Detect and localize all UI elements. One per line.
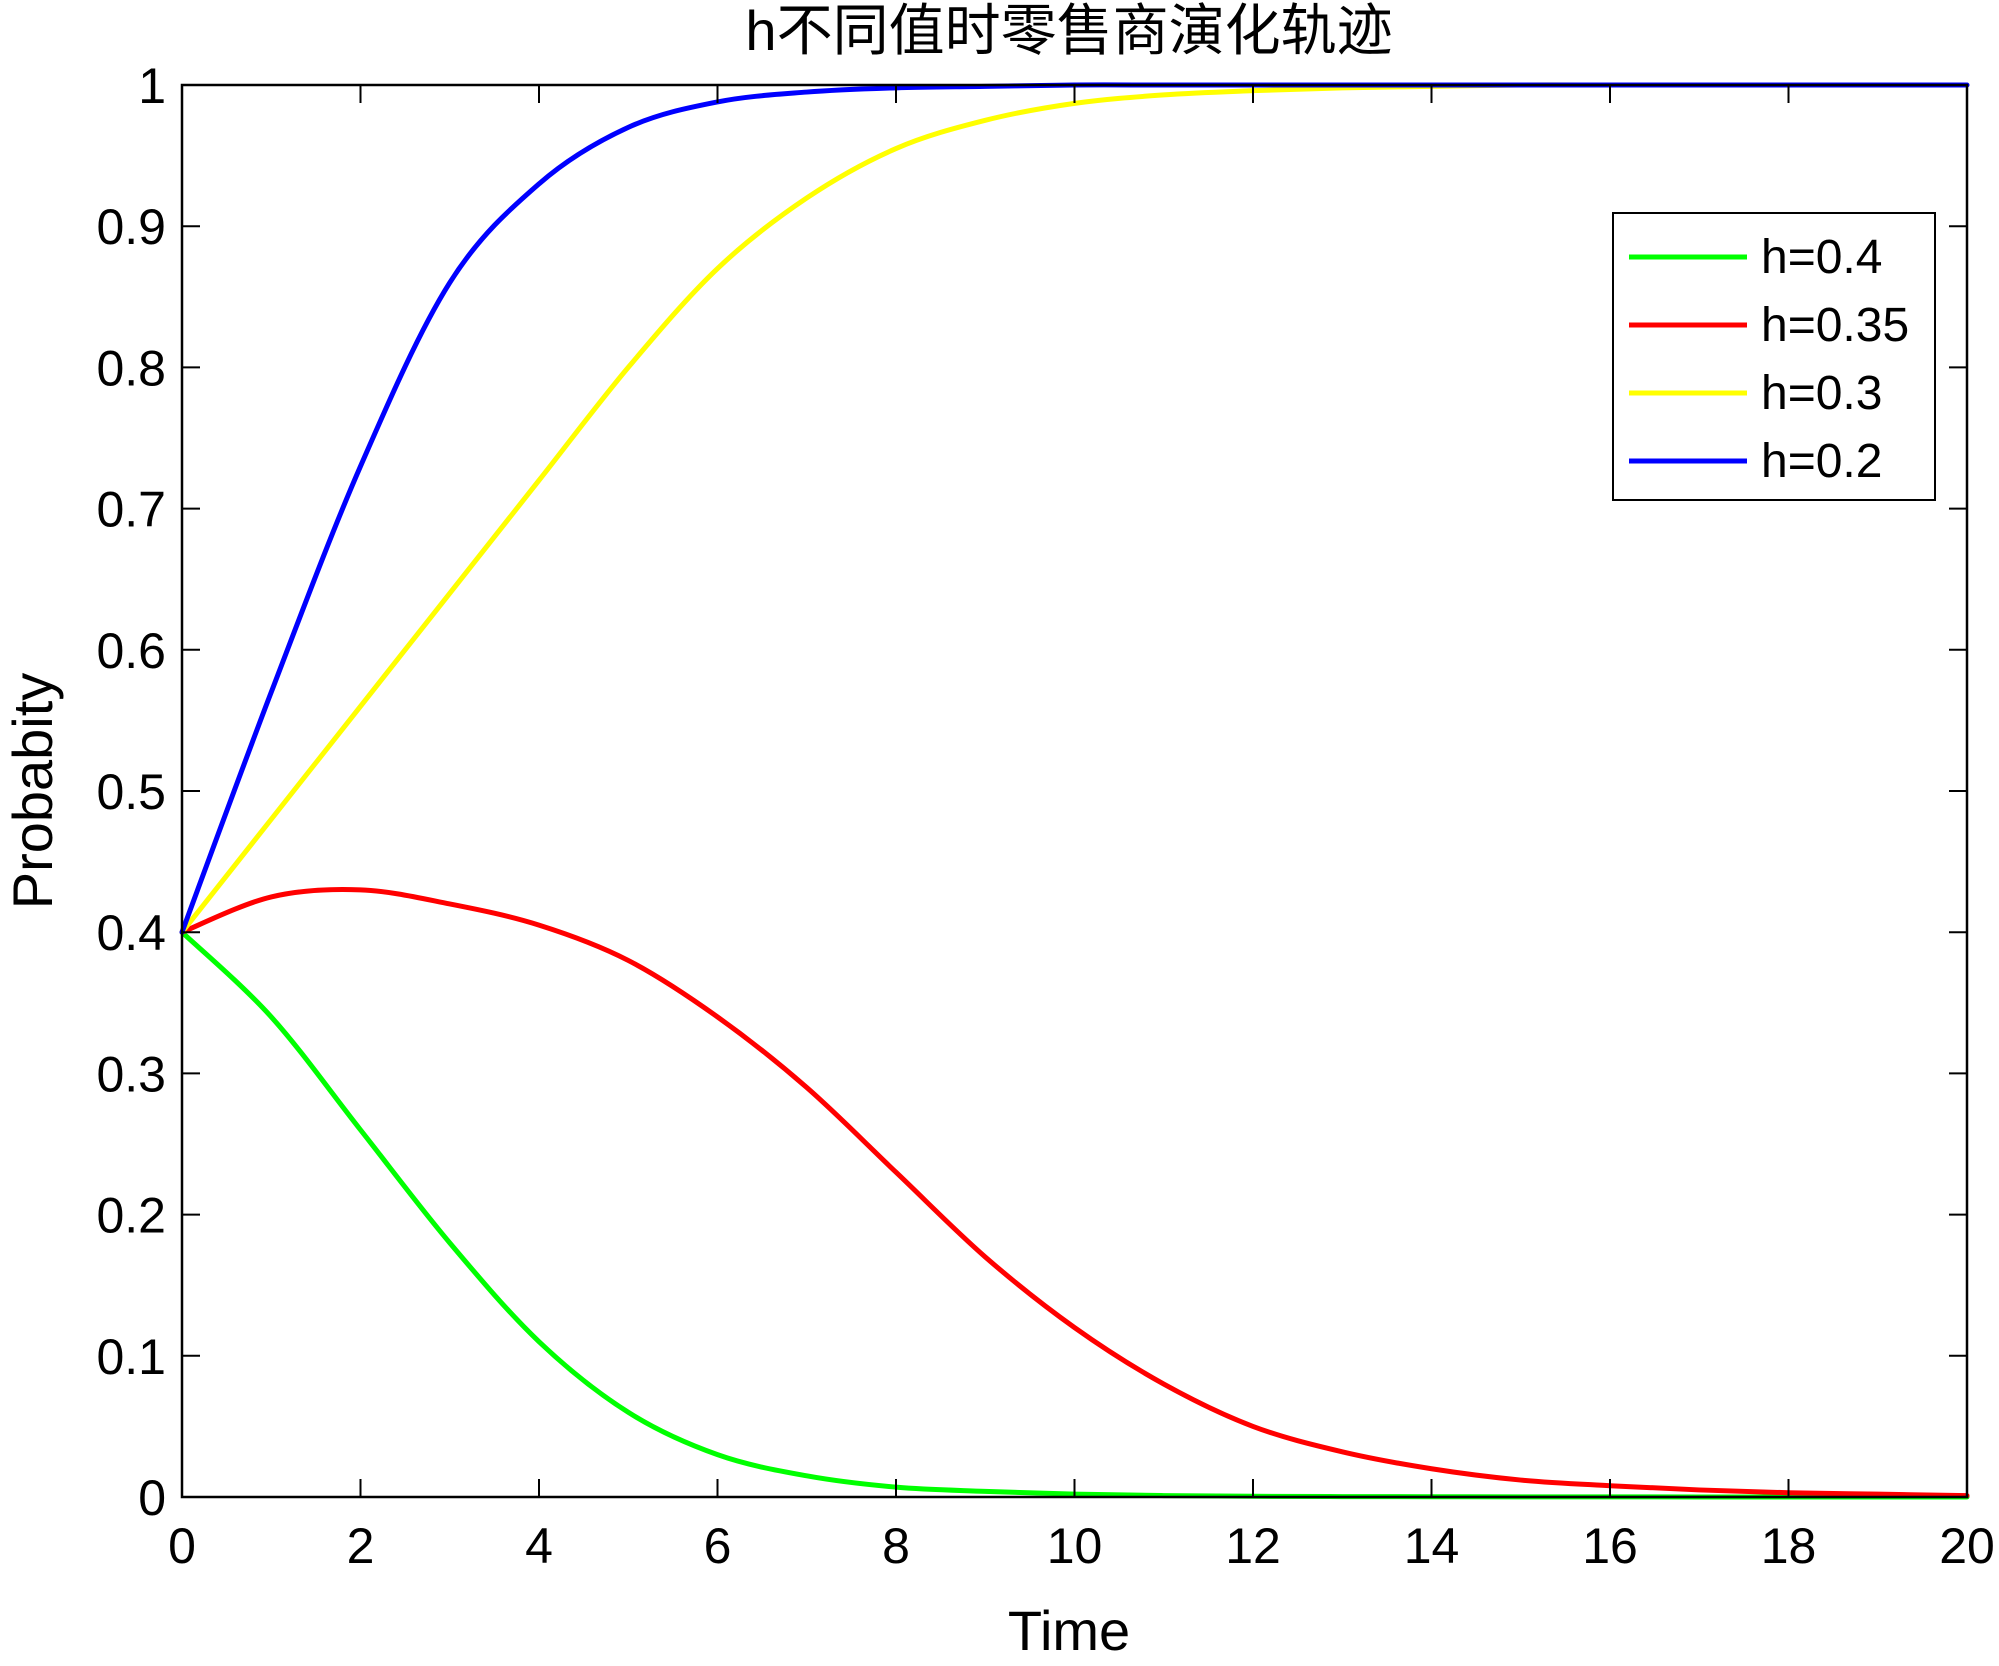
y-tick-label: 0.6 [96,623,166,679]
x-tick-label: 6 [704,1518,732,1574]
x-tick-label: 16 [1582,1518,1638,1574]
y-tick-label: 0.3 [96,1046,166,1102]
x-axis-label: Time [1008,1599,1130,1662]
x-tick-label: 8 [882,1518,910,1574]
x-tick-label: 14 [1404,1518,1460,1574]
y-tick-label: 0.9 [96,199,166,255]
y-axis-label: Probabity [1,673,64,910]
legend-label: h=0.3 [1761,367,1882,420]
x-tick-label: 18 [1761,1518,1817,1574]
y-tick-label: 1 [138,58,166,114]
x-tick-label: 12 [1225,1518,1281,1574]
x-tick-label: 2 [347,1518,375,1574]
y-tick-label: 0.5 [96,764,166,820]
y-tick-label: 0.8 [96,340,166,396]
legend: h=0.4 h=0.35 h=0.3 h=0.2 [1612,212,1936,501]
x-tick-label: 4 [525,1518,553,1574]
y-tick-label: 0 [138,1470,166,1526]
y-tick-label: 0.4 [96,905,166,961]
y-tick-label: 0.2 [96,1188,166,1244]
y-tick-label: 0.7 [96,482,166,538]
legend-label: h=0.2 [1761,435,1882,488]
chart-title: h不同值时零售商演化轨迹 [745,0,1392,62]
x-tick-label: 0 [168,1518,196,1574]
legend-box [1612,212,1936,501]
series-line-1 [179,886,1970,1499]
y-tick-label: 0.1 [96,1329,166,1385]
x-tick-label: 20 [1939,1518,1995,1574]
axes-frame [180,83,1969,1499]
series-line-2 [179,82,1970,935]
series-line-0 [179,929,1970,1500]
legend-label: h=0.35 [1761,299,1909,352]
series-line-3 [179,82,1970,935]
x-tick-label: 10 [1047,1518,1103,1574]
axis-ticks: 0 2 4 6 8 10 12 14 16 18 20 0 0.1 0.2 0.3 0.4 0.5 0.6 0.7 0… [96,58,1994,1574]
legend-label: h=0.4 [1761,231,1882,284]
